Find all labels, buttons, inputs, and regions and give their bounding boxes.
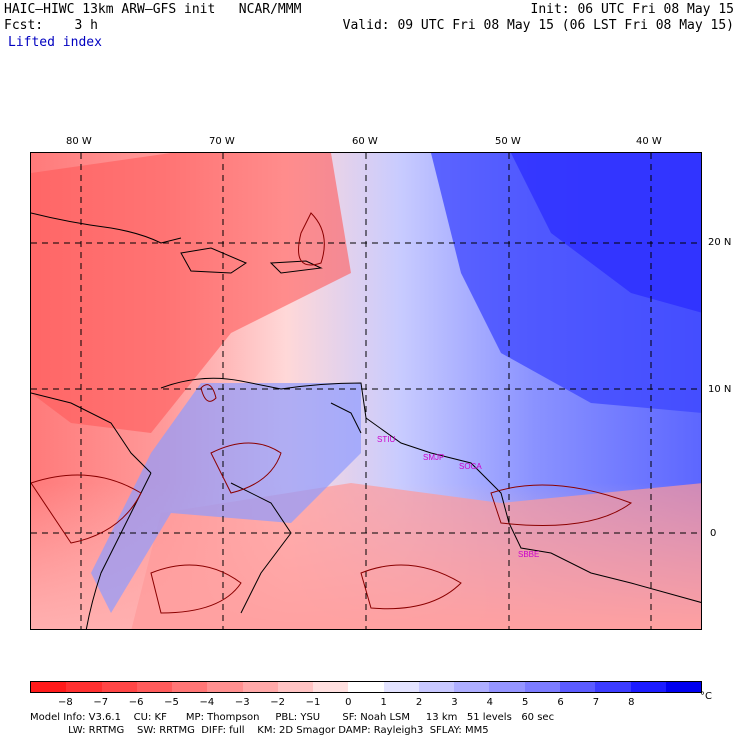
- colorbar-label: −5: [164, 697, 179, 708]
- colorbar-swatch: [172, 682, 208, 692]
- colorbar-swatch: [313, 682, 349, 692]
- red-caribbean-region: [31, 153, 351, 433]
- colorbar-swatch: [207, 682, 243, 692]
- colorbar-label: 4: [486, 697, 493, 708]
- colorbar-swatch: [383, 682, 419, 692]
- colorbar-swatch: [595, 682, 631, 692]
- station-label: SBBE: [518, 550, 539, 559]
- lat-label: 20 N: [708, 237, 732, 248]
- colorbar-swatch: [277, 682, 314, 692]
- footer-model-info: Model Info: V3.6.1 CU: KF MP: Thompson P…: [30, 712, 555, 723]
- colorbar-label: 3: [451, 697, 458, 708]
- colorbar-label: −2: [270, 697, 285, 708]
- footer-physics-info: LW: RRTMG SW: RRTMG DIFF: full KM: 2D Sm…: [30, 725, 489, 736]
- colorbar-label: 2: [415, 697, 423, 708]
- lon-label: 60 W: [352, 136, 378, 147]
- colorbar-label: −1: [305, 697, 321, 708]
- graticule: [31, 153, 701, 629]
- lon-label: 70 W: [209, 136, 235, 147]
- colorbar-swatch: [31, 682, 67, 692]
- lifted-index-map: STIU SMJP SOCA SBBE: [30, 152, 702, 630]
- colorbar-swatch: [665, 682, 702, 692]
- colorbar-label: −7: [93, 697, 109, 708]
- station-label: SMJP: [423, 453, 444, 462]
- header-init: Init: 06 UTC Fri 08 May 15: [530, 2, 735, 17]
- contours: [31, 212, 633, 614]
- map-canvas: STIU SMJP SOCA SBBE: [31, 153, 701, 629]
- colorbar-swatch: [559, 682, 596, 692]
- colorbar-label: −4: [199, 697, 215, 708]
- colorbar-label: −3: [234, 697, 250, 708]
- colorbar-label: 1: [380, 697, 387, 708]
- colorbar: [30, 681, 702, 693]
- colorbar-swatch: [242, 682, 278, 692]
- colorbar-unit: °C: [700, 691, 712, 702]
- colorbar-swatch: [489, 682, 525, 692]
- colorbar-swatch: [66, 682, 102, 692]
- high-li-core: [511, 153, 701, 313]
- coastlines: [31, 212, 701, 629]
- colorbar-swatch: [136, 682, 173, 692]
- header-valid: Valid: 09 UTC Fri 08 May 15 (06 LST Fri …: [342, 18, 734, 33]
- header-title: HAIC–HIWC 13km ARW–GFS init NCAR/MMM: [4, 2, 302, 17]
- colorbar-swatch: [524, 682, 560, 692]
- station-label: SOCA: [459, 462, 482, 471]
- colorbar-label: −8: [57, 697, 73, 708]
- colorbar-swatch: [101, 682, 137, 692]
- lat-label: 0: [710, 528, 717, 539]
- colorbar-label: 0: [345, 697, 352, 708]
- field-name: Lifted index: [8, 35, 102, 50]
- colorbar-swatch: [630, 682, 666, 692]
- lon-label: 50 W: [495, 136, 521, 147]
- lon-label: 40 W: [636, 136, 662, 147]
- header-fcst: Fcst: 3 h: [4, 18, 98, 33]
- lon-label: 80 W: [66, 136, 92, 147]
- colorbar-swatch: [348, 682, 384, 692]
- colorbar-swatch: [454, 682, 490, 692]
- lat-label: 10 N: [708, 384, 732, 395]
- station-label: STIU: [377, 435, 395, 444]
- colorbar-label: 7: [592, 697, 600, 708]
- colorbar-label: −6: [128, 697, 144, 708]
- colorbar-label: 6: [557, 697, 564, 708]
- colorbar-label: 8: [628, 697, 635, 708]
- colorbar-label: 5: [521, 697, 529, 708]
- blue-venezuela-region: [91, 383, 361, 613]
- colorbar-swatch: [418, 682, 455, 692]
